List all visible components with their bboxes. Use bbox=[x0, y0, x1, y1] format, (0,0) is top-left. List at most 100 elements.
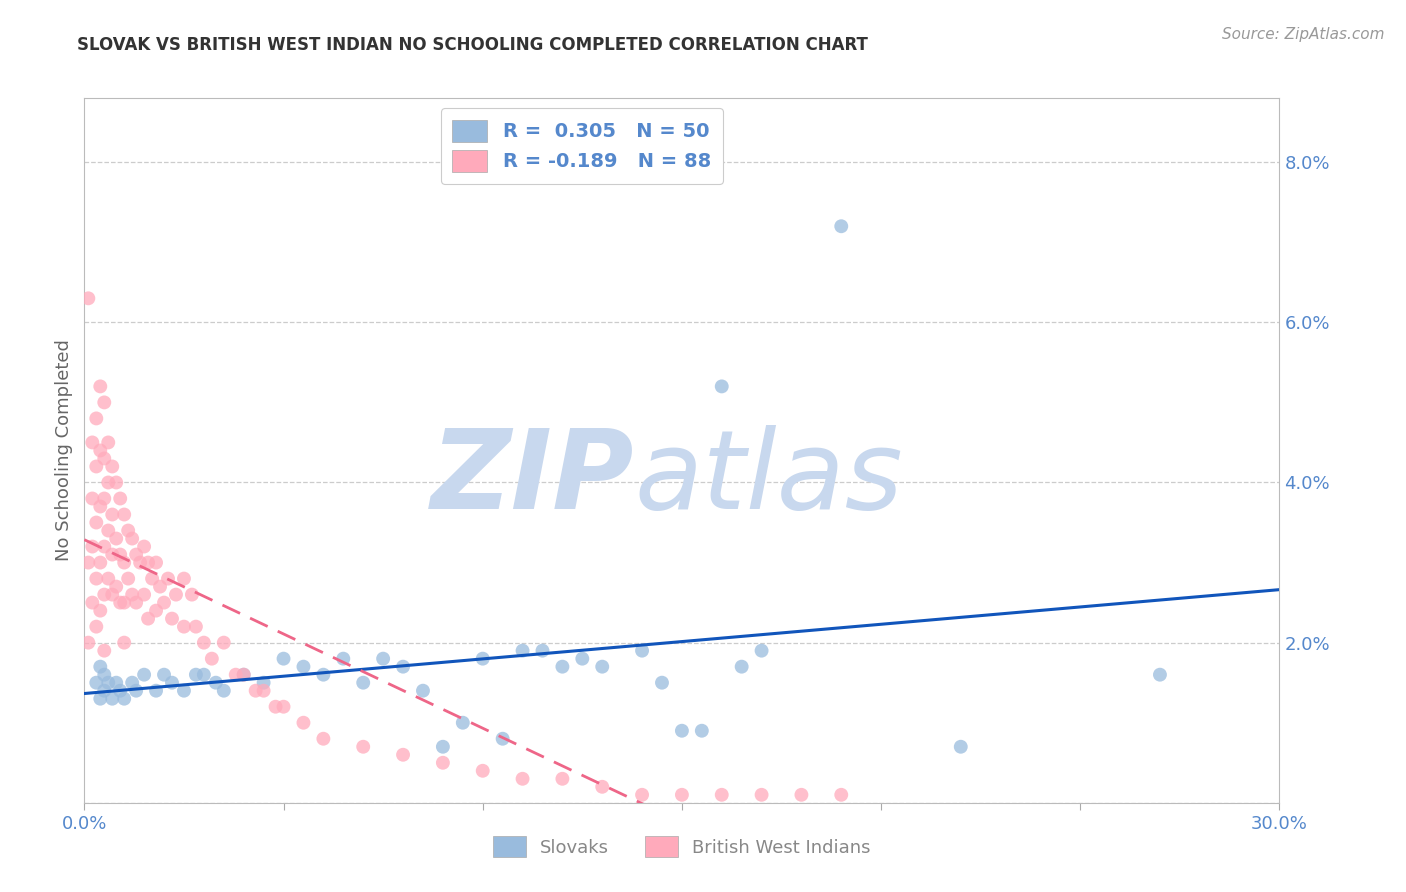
Point bbox=[86, 411, 108, 425]
Point bbox=[160, 675, 183, 690]
Point bbox=[86, 675, 108, 690]
Point bbox=[232, 667, 254, 681]
Point bbox=[105, 580, 128, 594]
Point bbox=[97, 675, 120, 690]
Point bbox=[153, 596, 176, 610]
Point bbox=[101, 508, 124, 522]
Point bbox=[184, 619, 207, 633]
Point bbox=[77, 556, 100, 570]
Point bbox=[105, 475, 128, 490]
Point bbox=[631, 643, 654, 657]
Point bbox=[157, 572, 180, 586]
Point bbox=[145, 556, 167, 570]
Point bbox=[531, 643, 554, 657]
Point bbox=[97, 435, 120, 450]
Text: atlas: atlas bbox=[634, 425, 903, 533]
Point bbox=[551, 772, 574, 786]
Point bbox=[97, 475, 120, 490]
Point bbox=[132, 588, 156, 602]
Point bbox=[101, 691, 124, 706]
Point bbox=[132, 540, 156, 554]
Point bbox=[121, 675, 143, 690]
Point bbox=[710, 379, 733, 393]
Point bbox=[292, 715, 315, 730]
Point bbox=[112, 556, 135, 570]
Point bbox=[253, 675, 276, 690]
Point bbox=[710, 788, 733, 802]
Point bbox=[512, 643, 534, 657]
Point bbox=[690, 723, 713, 738]
Point bbox=[352, 739, 374, 754]
Y-axis label: No Schooling Completed: No Schooling Completed bbox=[55, 340, 73, 561]
Point bbox=[651, 675, 673, 690]
Point bbox=[93, 540, 115, 554]
Point bbox=[352, 675, 374, 690]
Point bbox=[105, 675, 128, 690]
Point bbox=[86, 619, 108, 633]
Point bbox=[181, 588, 204, 602]
Point bbox=[125, 548, 148, 562]
Point bbox=[751, 643, 773, 657]
Point bbox=[117, 524, 139, 538]
Point bbox=[591, 659, 613, 673]
Point bbox=[232, 667, 254, 681]
Point bbox=[112, 596, 135, 610]
Point bbox=[153, 667, 176, 681]
Point bbox=[432, 739, 454, 754]
Point bbox=[312, 667, 335, 681]
Point bbox=[830, 788, 852, 802]
Point bbox=[110, 596, 132, 610]
Point bbox=[253, 683, 276, 698]
Point bbox=[671, 788, 693, 802]
Point bbox=[212, 635, 235, 649]
Point bbox=[165, 588, 187, 602]
Point bbox=[949, 739, 972, 754]
Point bbox=[125, 683, 148, 698]
Point bbox=[77, 635, 100, 649]
Point bbox=[136, 556, 159, 570]
Text: ZIP: ZIP bbox=[430, 425, 634, 533]
Point bbox=[205, 675, 228, 690]
Point bbox=[93, 667, 115, 681]
Point bbox=[112, 691, 135, 706]
Point bbox=[193, 667, 215, 681]
Point bbox=[373, 651, 395, 665]
Point bbox=[89, 691, 111, 706]
Point bbox=[121, 532, 143, 546]
Point bbox=[160, 612, 183, 626]
Point bbox=[492, 731, 515, 746]
Point bbox=[136, 612, 159, 626]
Point bbox=[471, 651, 494, 665]
Point bbox=[89, 556, 111, 570]
Legend: Slovaks, British West Indians: Slovaks, British West Indians bbox=[486, 829, 877, 864]
Point bbox=[412, 683, 434, 698]
Point bbox=[471, 764, 494, 778]
Point bbox=[93, 683, 115, 698]
Point bbox=[273, 651, 295, 665]
Point bbox=[512, 772, 534, 786]
Point bbox=[82, 491, 104, 506]
Point bbox=[173, 683, 195, 698]
Point bbox=[110, 683, 132, 698]
Point bbox=[89, 379, 111, 393]
Point bbox=[97, 524, 120, 538]
Point bbox=[89, 604, 111, 618]
Point bbox=[125, 596, 148, 610]
Point bbox=[392, 747, 415, 762]
Text: Source: ZipAtlas.com: Source: ZipAtlas.com bbox=[1222, 27, 1385, 42]
Text: SLOVAK VS BRITISH WEST INDIAN NO SCHOOLING COMPLETED CORRELATION CHART: SLOVAK VS BRITISH WEST INDIAN NO SCHOOLI… bbox=[77, 36, 869, 54]
Point bbox=[117, 572, 139, 586]
Point bbox=[184, 667, 207, 681]
Point bbox=[101, 459, 124, 474]
Point bbox=[105, 532, 128, 546]
Point bbox=[129, 556, 152, 570]
Point bbox=[193, 635, 215, 649]
Point bbox=[731, 659, 754, 673]
Point bbox=[89, 659, 111, 673]
Point bbox=[110, 491, 132, 506]
Point bbox=[245, 683, 267, 698]
Point bbox=[112, 508, 135, 522]
Point bbox=[86, 516, 108, 530]
Point bbox=[93, 395, 115, 409]
Point bbox=[312, 731, 335, 746]
